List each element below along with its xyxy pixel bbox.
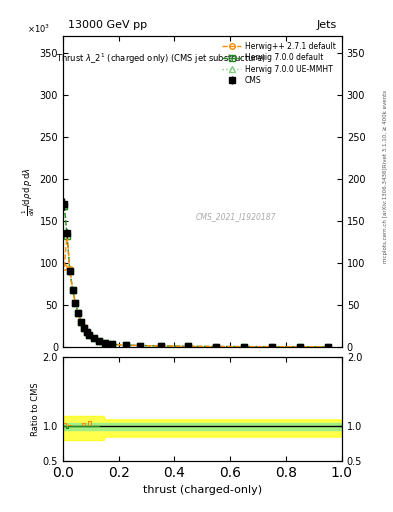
- Herwig++ 2.7.1 default: [158, 343, 163, 349]
- Herwig 7.0.0 default: [84, 329, 89, 335]
- Herwig 7.0.0 UE-MMHT: [91, 335, 96, 342]
- Herwig 7.0.0 default: [79, 318, 83, 325]
- Text: CMS_2021_I1920187: CMS_2021_I1920187: [196, 211, 276, 221]
- Herwig++ 2.7.1 default: [84, 329, 89, 335]
- Herwig 7.0.0 UE-MMHT: [84, 329, 89, 335]
- Herwig 7.0.0 default: [81, 325, 86, 331]
- Herwig 7.0.0 default: [242, 344, 247, 350]
- Text: Thrust $\lambda\_2^1$ (charged only) (CMS jet substructure): Thrust $\lambda\_2^1$ (charged only) (CM…: [55, 51, 266, 66]
- Herwig 7.0.0 default: [65, 233, 70, 239]
- Text: mcplots.cern.ch [arXiv:1306.3436]: mcplots.cern.ch [arXiv:1306.3436]: [383, 167, 387, 263]
- Herwig 7.0.0 UE-MMHT: [298, 344, 303, 350]
- Herwig++ 2.7.1 default: [123, 342, 128, 348]
- Herwig 7.0.0 UE-MMHT: [73, 300, 78, 306]
- Herwig++ 2.7.1 default: [298, 344, 303, 350]
- Herwig 7.0.0 default: [73, 300, 78, 306]
- Text: 13000 GeV pp: 13000 GeV pp: [68, 19, 148, 30]
- Herwig 7.0.0 default: [158, 343, 163, 349]
- Herwig 7.0.0 UE-MMHT: [81, 325, 86, 331]
- Herwig 7.0.0 default: [186, 343, 191, 349]
- Y-axis label: $\frac{1}{\mathrm{d}N} / \mathrm{d}\rho\,\mathrm{d}\,p\,\mathrm{d}\lambda$: $\frac{1}{\mathrm{d}N} / \mathrm{d}\rho\…: [20, 167, 37, 216]
- Herwig 7.0.0 default: [91, 335, 96, 342]
- Herwig++ 2.7.1 default: [91, 335, 96, 342]
- Legend: Herwig++ 2.7.1 default, Herwig 7.0.0 default, Herwig 7.0.0 UE-MMHT, CMS: Herwig++ 2.7.1 default, Herwig 7.0.0 def…: [220, 39, 338, 87]
- Text: Jets: Jets: [316, 19, 336, 30]
- Herwig++ 2.7.1 default: [65, 230, 70, 237]
- Herwig++ 2.7.1 default: [242, 344, 247, 350]
- Herwig++ 2.7.1 default: [326, 344, 331, 350]
- Herwig 7.0.0 UE-MMHT: [97, 338, 101, 344]
- Y-axis label: Ratio to CMS: Ratio to CMS: [31, 382, 40, 436]
- Herwig++ 2.7.1 default: [62, 264, 67, 270]
- Herwig 7.0.0 UE-MMHT: [70, 287, 75, 293]
- Text: $\times 10^3$: $\times 10^3$: [27, 23, 50, 35]
- Herwig++ 2.7.1 default: [109, 341, 114, 347]
- Herwig 7.0.0 UE-MMHT: [102, 339, 107, 346]
- Herwig 7.0.0 default: [62, 203, 67, 209]
- Herwig 7.0.0 default: [270, 344, 275, 350]
- Herwig 7.0.0 UE-MMHT: [62, 203, 67, 209]
- Herwig++ 2.7.1 default: [214, 344, 219, 350]
- Herwig 7.0.0 UE-MMHT: [186, 343, 191, 349]
- Herwig 7.0.0 default: [326, 344, 331, 350]
- Line: Herwig 7.0.0 default: Herwig 7.0.0 default: [61, 203, 331, 350]
- Herwig++ 2.7.1 default: [102, 339, 107, 346]
- Herwig 7.0.0 UE-MMHT: [326, 344, 331, 350]
- Herwig++ 2.7.1 default: [137, 343, 142, 349]
- Herwig++ 2.7.1 default: [97, 338, 101, 344]
- Herwig 7.0.0 UE-MMHT: [68, 268, 72, 274]
- Herwig 7.0.0 default: [123, 342, 128, 348]
- Herwig 7.0.0 default: [87, 332, 92, 338]
- Herwig++ 2.7.1 default: [73, 300, 78, 306]
- X-axis label: thrust (charged-only): thrust (charged-only): [143, 485, 262, 495]
- Herwig 7.0.0 UE-MMHT: [109, 341, 114, 347]
- Herwig 7.0.0 default: [102, 339, 107, 346]
- Herwig++ 2.7.1 default: [87, 331, 92, 337]
- Herwig++ 2.7.1 default: [186, 343, 191, 349]
- Line: Herwig 7.0.0 UE-MMHT: Herwig 7.0.0 UE-MMHT: [61, 203, 331, 350]
- Herwig 7.0.0 UE-MMHT: [123, 342, 128, 348]
- Herwig 7.0.0 UE-MMHT: [214, 344, 219, 350]
- Herwig 7.0.0 default: [298, 344, 303, 350]
- Herwig 7.0.0 default: [214, 344, 219, 350]
- Herwig 7.0.0 UE-MMHT: [158, 343, 163, 349]
- Herwig 7.0.0 UE-MMHT: [65, 230, 70, 237]
- Herwig 7.0.0 default: [109, 341, 114, 347]
- Herwig++ 2.7.1 default: [70, 287, 75, 293]
- Herwig++ 2.7.1 default: [68, 266, 72, 272]
- Herwig 7.0.0 UE-MMHT: [87, 332, 92, 338]
- Herwig 7.0.0 UE-MMHT: [242, 344, 247, 350]
- Herwig 7.0.0 default: [68, 268, 72, 274]
- Herwig++ 2.7.1 default: [270, 344, 275, 350]
- Herwig 7.0.0 UE-MMHT: [79, 318, 83, 325]
- Herwig 7.0.0 UE-MMHT: [76, 310, 81, 316]
- Line: Herwig++ 2.7.1 default: Herwig++ 2.7.1 default: [61, 230, 331, 350]
- Herwig 7.0.0 default: [70, 287, 75, 293]
- Herwig++ 2.7.1 default: [79, 318, 83, 325]
- Herwig 7.0.0 UE-MMHT: [270, 344, 275, 350]
- Herwig 7.0.0 default: [97, 338, 101, 344]
- Herwig 7.0.0 default: [76, 310, 81, 316]
- Herwig++ 2.7.1 default: [76, 310, 81, 316]
- Herwig 7.0.0 UE-MMHT: [137, 343, 142, 349]
- Text: Rivet 3.1.10, ≥ 400k events: Rivet 3.1.10, ≥ 400k events: [383, 90, 387, 166]
- Herwig++ 2.7.1 default: [81, 325, 86, 331]
- Herwig 7.0.0 default: [137, 343, 142, 349]
